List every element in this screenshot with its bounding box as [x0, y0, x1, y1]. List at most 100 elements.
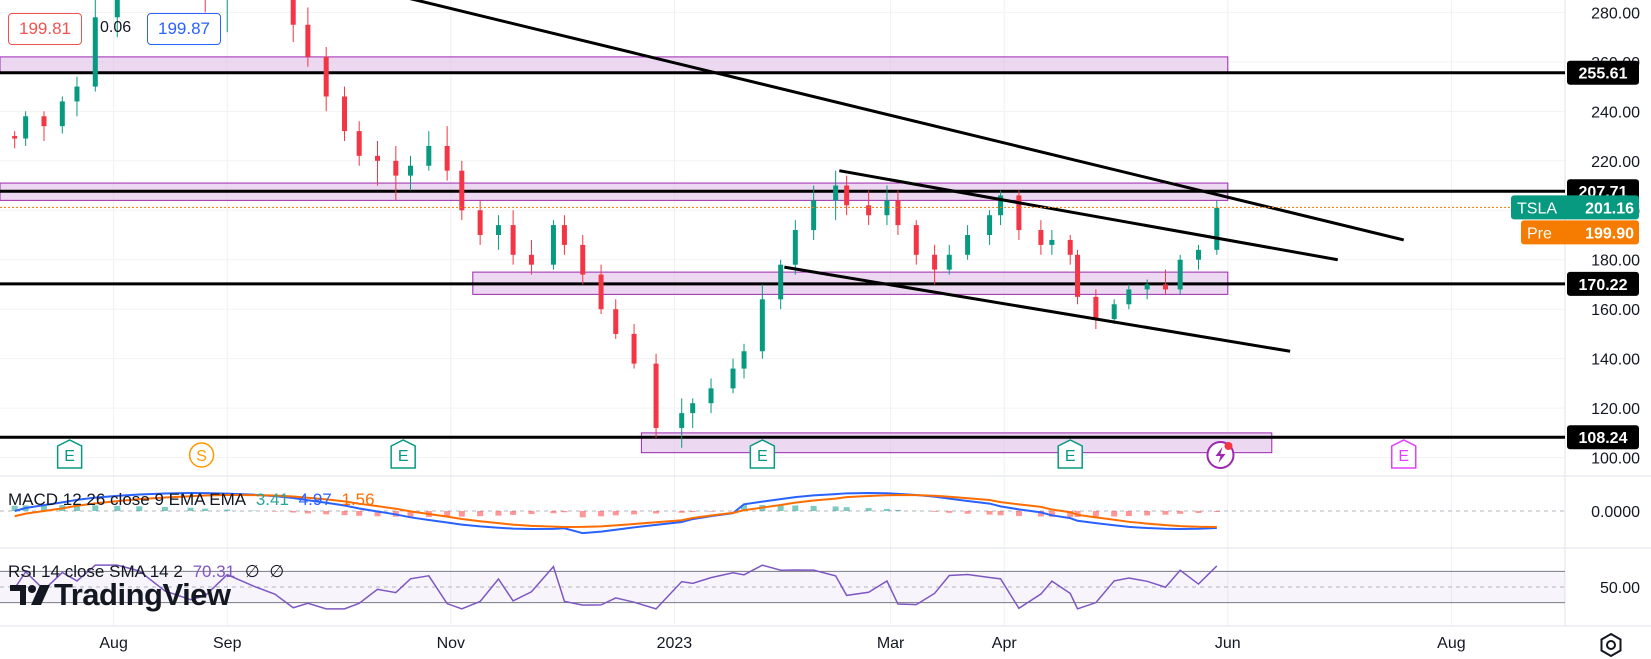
macd-histogram-bar — [136, 506, 143, 511]
candle-body — [598, 274, 604, 310]
candle-body — [580, 244, 586, 275]
settings-icon[interactable] — [1598, 632, 1624, 658]
macd-histogram-bar — [271, 511, 278, 512]
macd-histogram-bar — [678, 511, 685, 513]
macd-histogram-bar — [883, 508, 890, 511]
macd-histogram-bar — [964, 511, 971, 514]
macd-histogram-bar — [1048, 511, 1055, 517]
candle-body — [12, 136, 18, 139]
candle-body — [1195, 249, 1201, 260]
price-tick-label: 140.00 — [1591, 352, 1640, 369]
spread-value: 0.06 — [100, 19, 132, 36]
rsi-value: 70.31 — [192, 562, 236, 581]
candle-body — [844, 185, 850, 206]
rsi-legend[interactable]: RSI 14 close SMA 14 2 70.31 ∅ ∅ — [8, 562, 289, 582]
earnings-event-icon — [749, 439, 776, 469]
macd-histogram-bar — [997, 511, 1004, 516]
event-label: E — [1065, 448, 1076, 465]
candle-body — [444, 145, 450, 171]
macd-axis-label: 0.0000 — [1591, 504, 1640, 521]
macd-histogram-bar — [187, 507, 194, 511]
macd-histogram-bar — [810, 505, 817, 511]
macd-histogram-bar — [290, 511, 297, 513]
candle-body — [23, 116, 29, 139]
tradingview-logo[interactable]: TradingView — [10, 577, 231, 613]
macd-histogram-bar — [792, 505, 799, 511]
macd-histogram-bar — [73, 505, 80, 511]
support-resistance-zones[interactable] — [0, 56, 1273, 454]
candle-body — [946, 254, 952, 270]
horizontal-levels[interactable] — [0, 71, 1565, 439]
macd-histogram-bar — [1213, 511, 1220, 512]
price-tick-label: 220.00 — [1591, 154, 1640, 171]
time-tick-label: Nov — [437, 635, 465, 652]
candle-body — [1038, 230, 1044, 245]
event-label: E — [64, 448, 75, 465]
tradingview-logo-text: TradingView — [54, 577, 231, 612]
price-axis[interactable]: 280.00260.00240.00220.00200.00180.00160.… — [1511, 5, 1640, 468]
macd-pane[interactable]: 0.0000 — [0, 492, 1640, 535]
macd-histogram-bar — [304, 511, 311, 514]
time-tick-label: Apr — [992, 635, 1018, 652]
macd-histogram-bar — [865, 508, 872, 511]
buy-price-box[interactable]: 199.87 — [147, 13, 221, 45]
macd-histogram-bar — [631, 511, 638, 515]
candle-body — [778, 264, 784, 300]
time-tick-label: Jun — [1215, 635, 1241, 652]
candle-body — [561, 225, 567, 245]
macd-histogram-bar — [598, 511, 605, 517]
macd-histogram-bar — [1125, 511, 1132, 517]
price-tick-label: 180.00 — [1591, 253, 1640, 270]
candle-body — [1016, 195, 1022, 231]
candle-body — [393, 160, 399, 176]
macd-title: MACD 12 26 close 9 EMA EMA — [8, 490, 247, 509]
candle-body — [459, 170, 465, 211]
candle-body — [759, 299, 765, 352]
candle-body — [998, 195, 1004, 216]
macd-histogram-bar — [1177, 511, 1184, 514]
rsi-title: RSI 14 close SMA 14 2 — [8, 562, 183, 581]
macd-histogram-bar — [843, 507, 850, 511]
sr-zone — [0, 56, 1229, 74]
macd-histogram-bar — [931, 511, 938, 512]
last-price-box — [1511, 195, 1639, 220]
macd-line — [14, 492, 1217, 535]
macd-histogram-bar — [510, 511, 517, 515]
candle-body — [1177, 259, 1183, 290]
candle-body — [375, 155, 381, 161]
macd-histogram-bar — [323, 511, 330, 515]
trendlines[interactable] — [345, 0, 1405, 353]
candle-body — [1144, 284, 1150, 290]
candle-body — [730, 368, 736, 389]
candle-body — [987, 215, 993, 235]
pre-label: Pre — [1527, 225, 1552, 242]
macd-histogram-bar — [1037, 511, 1044, 517]
earnings-event-icon — [56, 439, 83, 469]
rsi-extra-1: ∅ — [244, 562, 260, 581]
price-tick-label: 280.00 — [1591, 5, 1640, 22]
rsi-line — [14, 564, 1218, 610]
macd-histogram-bar — [161, 506, 168, 511]
price-tick-label: 160.00 — [1591, 302, 1640, 319]
time-axis[interactable]: Aug Sep Nov 2023 Mar Apr Jun Aug — [99, 635, 1465, 652]
candle-body — [41, 116, 47, 127]
macd-histogram-bar — [114, 505, 121, 511]
tradingview-logo-icon — [10, 585, 50, 605]
candle-body — [1049, 239, 1055, 245]
last-price-value: 201.16 — [1585, 200, 1634, 217]
sell-price-box[interactable]: 199.81 — [8, 13, 82, 45]
pre-price-value: 199.90 — [1585, 225, 1634, 242]
candle-body — [1126, 289, 1132, 305]
macd-legend[interactable]: MACD 12 26 close 9 EMA EMA 3.41 4.97 1.5… — [8, 490, 380, 510]
macd-histogram-bar — [1195, 511, 1202, 513]
candle-body — [792, 230, 798, 265]
time-tick-label: Mar — [877, 635, 905, 652]
earnings-event-icon — [1390, 439, 1417, 469]
candle-body — [895, 200, 901, 226]
macd-histogram-bar — [1067, 511, 1074, 517]
rsi-pane[interactable]: 50.00 — [0, 564, 1640, 610]
macd-histogram-bar — [894, 509, 901, 511]
time-tick-label: Sep — [213, 635, 242, 652]
